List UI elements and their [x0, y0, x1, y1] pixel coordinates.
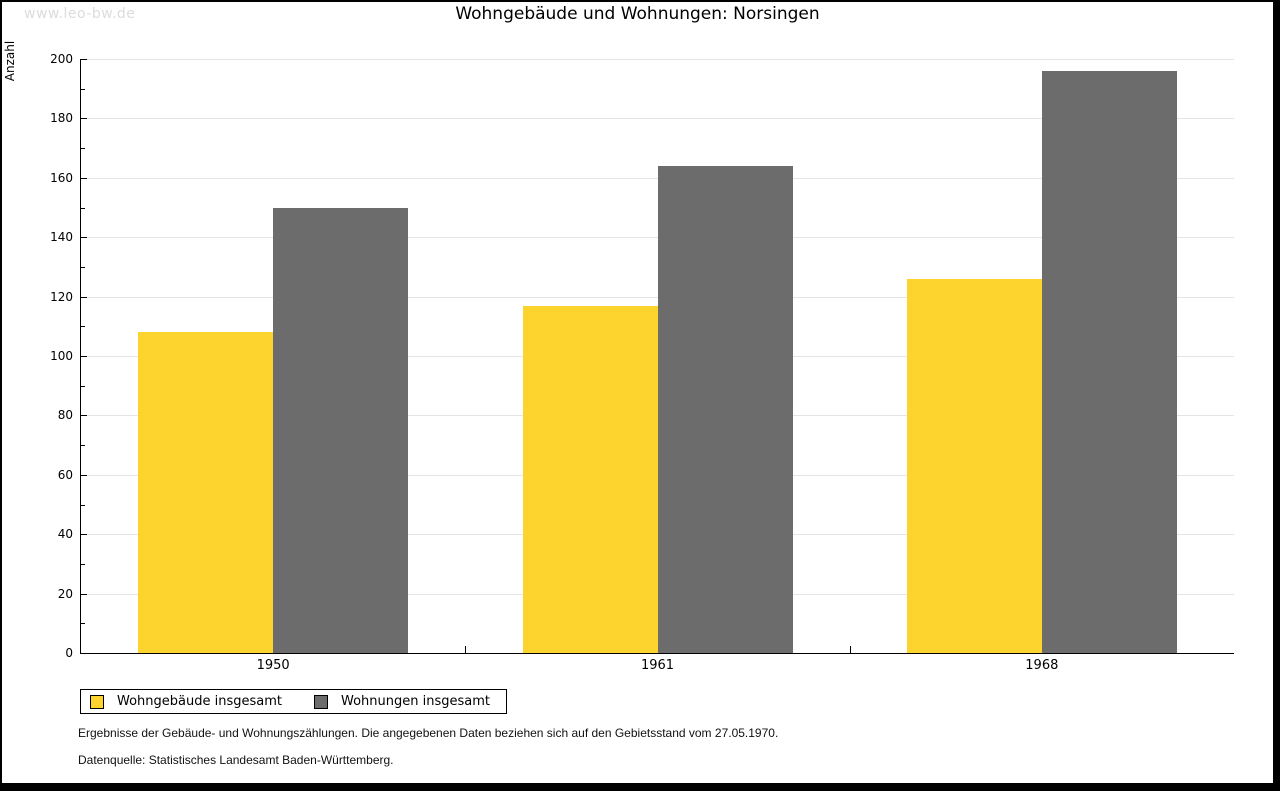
bar-1950-series1 — [138, 332, 274, 653]
plot-area: 0 20 40 60 80 100 120 140 160 180 200 1950 1961 1968 — [50, 52, 1234, 673]
y-axis-tick-minor — [81, 326, 85, 328]
legend: Wohngebäude insgesamt Wohnungen insgesamt — [80, 689, 507, 714]
footnote-data-source: Datenquelle: Statistisches Landesamt Bad… — [78, 753, 394, 767]
y-axis-tick-minor — [81, 148, 85, 150]
y-axis-tick-minor — [81, 266, 85, 268]
y-axis-tick-major — [81, 296, 87, 298]
y-axis-tick-minor — [81, 385, 85, 387]
legend-swatch-1 — [90, 694, 104, 709]
y-tick-label: 120 — [50, 289, 73, 304]
y-tick-label: 160 — [50, 170, 73, 185]
y-axis-tick-major — [81, 356, 87, 357]
legend-item-2: Wohnungen insgesamt — [314, 694, 490, 709]
y-axis-tick-major — [81, 415, 87, 417]
chart-title: Wohngebäude und Wohnungen: Norsingen — [455, 4, 820, 24]
y-tick-label: 200 — [50, 52, 73, 66]
y-axis-tick-major — [81, 534, 87, 536]
footnote-source-note: Ergebnisse der Gebäude- und Wohnungszähl… — [78, 726, 779, 740]
y-axis-title: Anzahl — [3, 40, 17, 82]
x-axis-tick — [465, 646, 467, 653]
y-tick-label: 100 — [50, 349, 73, 363]
bar-1950-series2 — [273, 207, 409, 653]
x-tick-label: 1961 — [640, 658, 675, 673]
bar-1968-series1 — [906, 278, 1042, 653]
y-axis-tick-major — [81, 237, 87, 239]
bar-1961-series1 — [522, 305, 658, 653]
x-tick-label: 1968 — [1025, 658, 1059, 673]
y-axis-tick-minor — [81, 445, 85, 447]
x-axis-tick — [849, 646, 851, 653]
y-axis-tick-major — [81, 593, 87, 595]
y-axis-tick-minor — [81, 504, 85, 506]
y-axis-tick-major — [81, 118, 87, 120]
y-axis-tick-major — [81, 177, 87, 179]
gridline — [81, 59, 1234, 60]
y-tick-label: 20 — [57, 586, 73, 601]
y-tick-label: 0 — [65, 646, 73, 660]
legend-item-1: Wohngebäude insgesamt — [90, 694, 282, 709]
y-axis-tick-major — [81, 59, 87, 60]
legend-label-1: Wohngebäude insgesamt — [117, 694, 282, 709]
legend-label-2: Wohnungen insgesamt — [341, 694, 490, 709]
y-axis-tick-minor — [81, 623, 85, 625]
watermark: www.leo-bw.de — [24, 6, 136, 22]
y-tick-label: 60 — [57, 467, 73, 482]
y-tick-label: 80 — [57, 408, 73, 423]
gridline — [81, 118, 1234, 120]
y-axis-tick-minor — [81, 88, 85, 90]
legend-swatch-2 — [314, 694, 328, 709]
bar-1968-series2 — [1041, 70, 1177, 653]
y-axis-tick-major — [81, 474, 87, 476]
y-tick-label: 180 — [50, 111, 73, 126]
y-tick-label: 140 — [50, 230, 73, 245]
bar-1961-series2 — [657, 165, 793, 653]
y-tick-label: 40 — [57, 527, 73, 542]
x-tick-label: 1950 — [256, 658, 290, 673]
footnotes: Ergebnisse der Gebäude- und Wohnungszähl… — [78, 726, 778, 767]
y-axis-tick-minor — [81, 207, 85, 209]
y-axis-tick-minor — [81, 563, 85, 565]
